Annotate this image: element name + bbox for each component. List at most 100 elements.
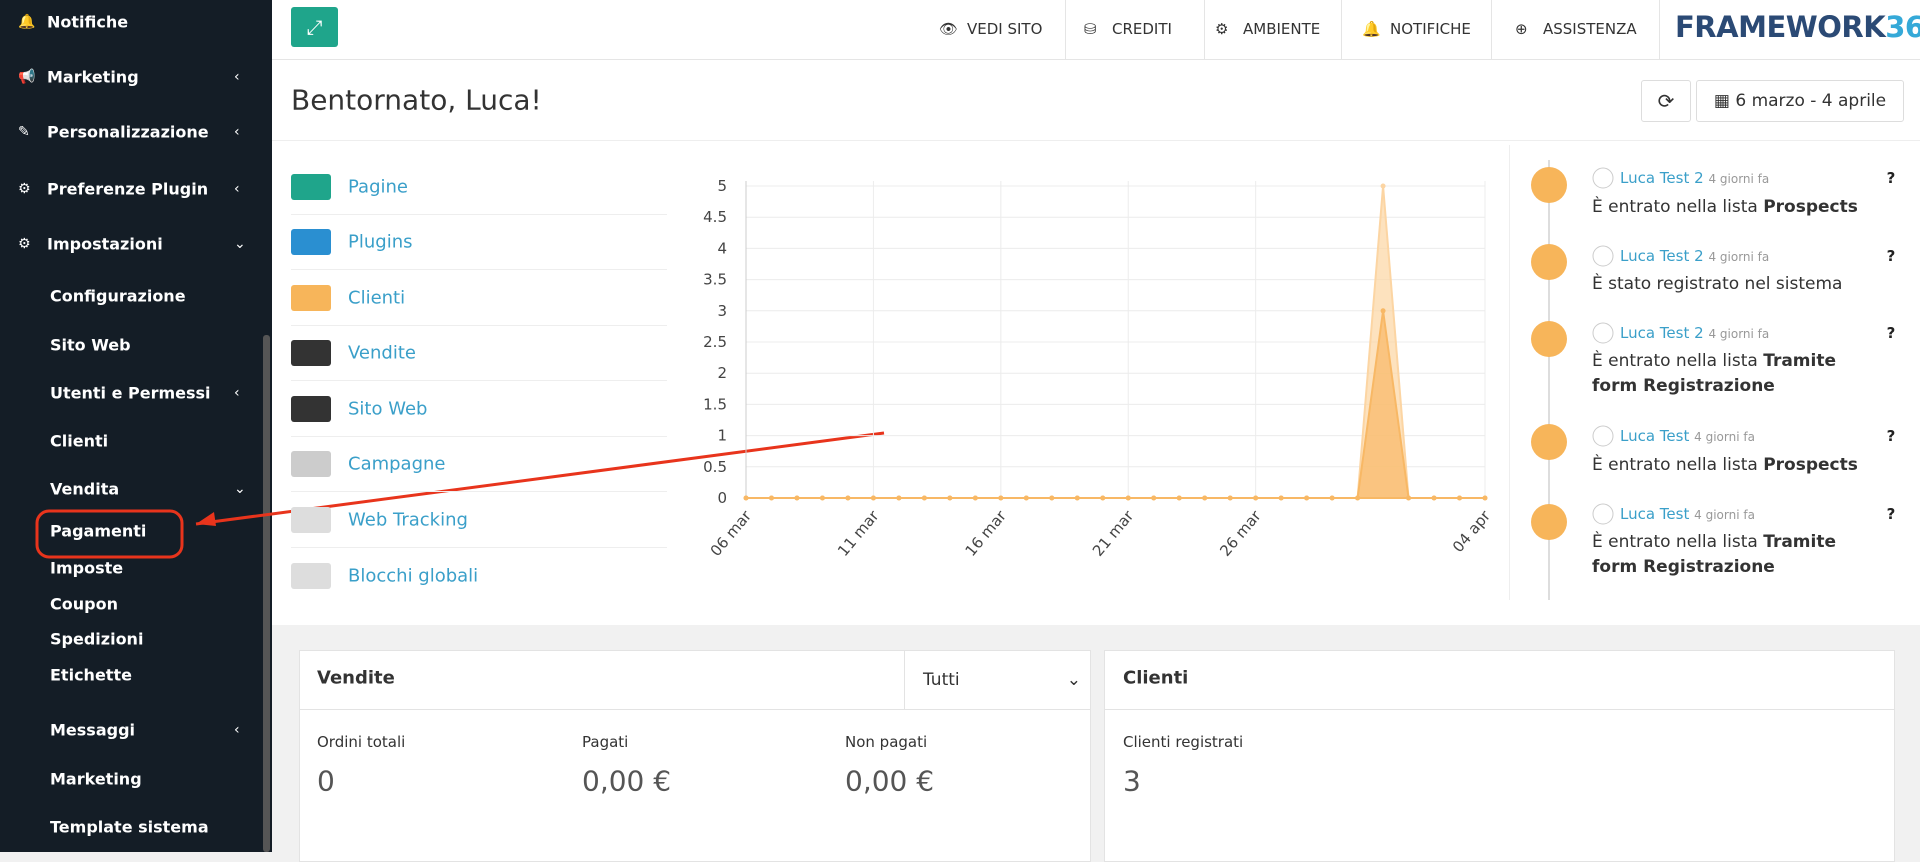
point (1329, 495, 1335, 501)
date-range: 6 marzo - 4 aprile (1735, 91, 1887, 111)
activity-user[interactable]: Luca Test 4 giorni fa (1620, 505, 1755, 523)
avatar (1592, 322, 1614, 344)
activity-time: 4 giorni fa (1694, 430, 1755, 444)
activity-list: Tramite form Registrazione (1592, 532, 1836, 577)
topbar-icon: ⚙ (1215, 20, 1229, 38)
sidebar-item[interactable]: Marketing (47, 67, 139, 87)
y-tick-label: 3.5 (703, 271, 727, 289)
activity-list: Prospects (1763, 455, 1858, 475)
topbar-link[interactable]: ASSISTENZA (1543, 20, 1637, 38)
user-name[interactable]: Luca Test 2 (1620, 247, 1704, 265)
chevron: ‹ (234, 722, 240, 738)
brand-suffix: 360 (1885, 10, 1920, 44)
y-tick-label: 4 (717, 239, 727, 257)
card-title: Clienti (1123, 667, 1189, 689)
shortcut-link[interactable]: Pagine (348, 176, 408, 198)
topbar-link[interactable]: AMBIENTE (1243, 20, 1321, 38)
activity-description: È entrato nella lista (1592, 197, 1764, 217)
point (1176, 495, 1182, 501)
activity-time: 4 giorni fa (1694, 508, 1755, 522)
point (845, 495, 851, 501)
y-tick-label: 4.5 (703, 208, 727, 226)
shortcut-icon (291, 507, 331, 533)
point (1253, 495, 1259, 501)
point (1049, 495, 1055, 501)
timeline-icon (1531, 244, 1567, 280)
sidebar-subitem[interactable]: Coupon (50, 594, 118, 614)
activity-user[interactable]: Luca Test 2 4 giorni fa (1620, 169, 1769, 187)
point (819, 495, 825, 501)
sidebar-subitem[interactable]: Configurazione (50, 286, 186, 306)
user-name[interactable]: Luca Test 2 (1620, 169, 1704, 187)
shortcut-link[interactable]: Web Tracking (348, 509, 468, 531)
y-tick-label: 5 (717, 177, 727, 195)
topbar: ⤢ FRAMEWORK360 👁 VEDI SITO ⛁ CREDITI ⚙ AMBIEN… (272, 0, 1920, 60)
shortcut-icon (291, 285, 331, 311)
help-icon: ? (1887, 505, 1896, 523)
sidebar-subitem[interactable]: Utenti e Permessi (50, 383, 211, 403)
date-range-button[interactable]: ▦ 6 marzo - 4 aprile (1696, 80, 1904, 122)
point (1457, 495, 1463, 501)
help-icon: ? (1887, 427, 1896, 445)
point (743, 495, 749, 501)
timeline-icon (1531, 424, 1567, 460)
activity-time: 4 giorni fa (1708, 327, 1770, 341)
shortcut-link[interactable]: Plugins (348, 231, 413, 253)
sidebar-subitem[interactable]: Spedizioni (50, 629, 144, 649)
expand-button[interactable]: ⤢ (291, 7, 338, 47)
activity-text: È entrato nella lista Prospects (1592, 195, 1882, 220)
shortcut-link[interactable]: Sito Web (348, 398, 428, 420)
shortcut-icon (291, 396, 331, 422)
user-name[interactable]: Luca Test (1620, 427, 1690, 445)
refresh-button[interactable]: ⟳ (1641, 80, 1691, 122)
sidebar-item[interactable]: Personalizzazione (47, 122, 209, 142)
separator (291, 436, 667, 437)
activity-user[interactable]: Luca Test 2 4 giorni fa (1620, 247, 1769, 265)
point (1074, 495, 1080, 501)
activity-user[interactable]: Luca Test 4 giorni fa (1620, 427, 1755, 445)
separator (291, 547, 667, 548)
sidebar-subitem[interactable]: Template sistema (50, 817, 209, 837)
sidebar-subitem[interactable]: Vendita (50, 479, 120, 499)
y-tick-label: 2 (717, 364, 727, 382)
separator (291, 491, 667, 492)
chevron: ‹ (234, 124, 240, 140)
shortcut-link[interactable]: Campagne (348, 453, 446, 475)
separator (291, 214, 667, 215)
activity-description: È stato registrato nel sistema (1592, 274, 1843, 294)
sidebar-item[interactable]: Impostazioni (47, 234, 163, 254)
shortcut-link[interactable]: Vendite (348, 342, 416, 364)
activity-description: È entrato nella lista (1592, 351, 1764, 371)
sidebar-icon: 📢 (18, 69, 36, 85)
sidebar-subitem[interactable]: Imposte (50, 558, 124, 578)
sidebar-subitem[interactable]: Clienti (50, 431, 109, 451)
sidebar-subitem[interactable]: Messaggi (50, 720, 136, 740)
x-tick-label: 21 mar (1089, 506, 1138, 559)
avatar (1592, 167, 1614, 189)
point (794, 495, 800, 501)
sidebar-subitem[interactable]: Pagamenti (50, 521, 147, 541)
sidebar-subitem[interactable]: Marketing (50, 769, 142, 789)
point (1380, 183, 1386, 189)
sidebar-icon: ⚙ (18, 236, 31, 252)
sidebar-subitem[interactable]: Sito Web (50, 335, 131, 355)
activity-user[interactable]: Luca Test 2 4 giorni fa (1620, 324, 1769, 342)
shortcut-link[interactable]: Blocchi globali (348, 565, 479, 587)
topbar-link[interactable]: VEDI SITO (967, 20, 1043, 38)
stat-value: 0,00 € (845, 764, 935, 798)
filter-select[interactable]: Tutti ⌄ (904, 651, 1091, 709)
shortcut-link[interactable]: Clienti (348, 287, 406, 309)
sidebar-item[interactable]: Preferenze Plugin (47, 179, 209, 199)
sidebar-item[interactable]: Notifiche (47, 12, 129, 32)
user-name[interactable]: Luca Test 2 (1620, 324, 1704, 342)
topbar-link[interactable]: NOTIFICHE (1390, 20, 1471, 38)
stat-value: 3 (1123, 764, 1141, 798)
topbar-link[interactable]: CREDITI (1112, 20, 1172, 38)
user-name[interactable]: Luca Test (1620, 505, 1690, 523)
sidebar-subitem[interactable]: Etichette (50, 665, 132, 685)
point (1304, 495, 1310, 501)
shortcut-icon (291, 451, 331, 477)
activity-list: Tramite form Registrazione (1592, 351, 1836, 396)
